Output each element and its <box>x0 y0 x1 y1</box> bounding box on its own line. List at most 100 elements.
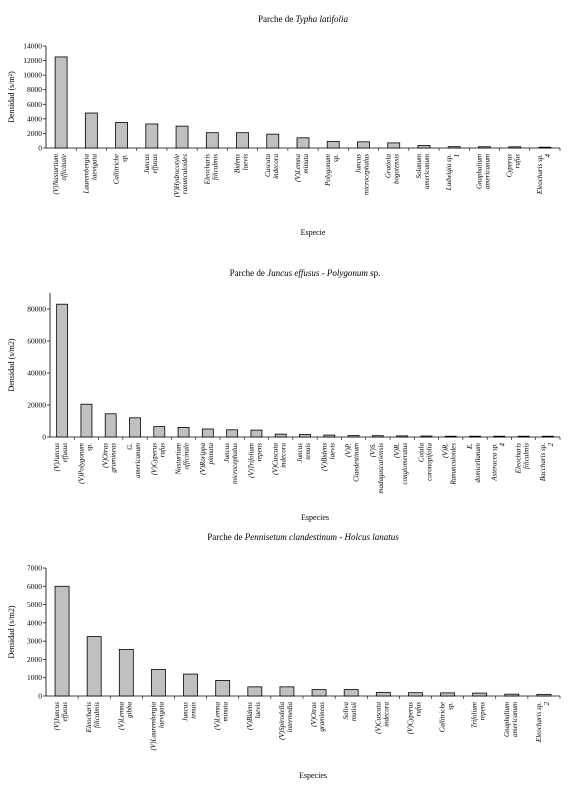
bar <box>226 429 239 438</box>
bar <box>56 303 69 438</box>
chart-title: Parche de Typha latifolia <box>258 14 349 24</box>
category-label: (V)Lemnaminuta <box>294 154 310 182</box>
category-label: Solanumamericanum <box>415 154 431 189</box>
y-tick-label: 10000 <box>23 71 42 80</box>
bar <box>236 132 249 149</box>
bar <box>177 426 190 438</box>
category-label: (V)Otrasgramineas <box>102 443 118 473</box>
bar <box>145 123 159 149</box>
y-tick-label: 0 <box>38 144 42 153</box>
y-tick-label: 2000 <box>27 129 42 138</box>
bar <box>311 689 327 697</box>
category-label: Eleocharisfiliculmis <box>515 443 531 475</box>
category-label: E.domicellanum <box>466 443 482 483</box>
y-tick-label: 8000 <box>27 85 42 94</box>
bar <box>538 146 552 149</box>
category-label: (V)Hydrocotyleranunculoides <box>173 154 189 198</box>
y-tick-label: 40000 <box>27 369 46 378</box>
bar <box>343 689 359 697</box>
category-label: (V)Cyperusrufus <box>150 443 166 476</box>
bar <box>357 141 370 149</box>
category-label: (V)Trifoliumrepens <box>247 443 263 478</box>
chart-pennisetum: Parche de Pennisetum clandestinum - Holc… <box>0 528 578 792</box>
category-label: Eleocharis sp.4 <box>536 154 552 196</box>
bar <box>469 435 481 438</box>
bar <box>323 434 336 438</box>
chart-typha: Parche de Typha latifolia 0 2000 4000 6000 80… <box>0 0 578 240</box>
category-label: (V)Lemnaminuta <box>214 702 230 730</box>
bar <box>387 142 401 149</box>
chart-svg: Parche de Pennisetum clandestinum - Holc… <box>7 532 561 780</box>
category-label: (V)Spirodellaintermedia <box>278 702 294 740</box>
bar <box>478 146 491 149</box>
y-tick-label: 7000 <box>27 564 42 573</box>
category-label: Nasturtiumofficinale <box>175 443 191 476</box>
bar <box>201 428 214 438</box>
bar <box>118 648 134 697</box>
bar <box>375 691 391 697</box>
category-label: Juncustenuis <box>296 443 312 463</box>
category-label: (V)Juncuseffusus <box>53 702 69 731</box>
y-tick-label: 0 <box>42 433 46 442</box>
bar <box>250 429 263 438</box>
category-label: Cyperusrufus <box>506 154 522 178</box>
bar <box>541 435 554 438</box>
bar <box>183 673 198 697</box>
category-label: G.americanum <box>126 443 142 478</box>
bar <box>444 435 457 438</box>
category-label: Polygonumsp. <box>324 154 340 187</box>
bar <box>371 435 384 438</box>
bar <box>104 413 117 438</box>
bar <box>279 686 295 697</box>
category-label: (V)Nasturtiumofficinale <box>52 154 68 194</box>
category-label: (V)Rorippapinnata <box>199 443 215 475</box>
bar <box>54 56 68 149</box>
y-tick-label: 4000 <box>27 114 42 123</box>
y-tick-label: 60000 <box>27 337 46 346</box>
chart-title: Parche de Pennisetum clandestinum - Holc… <box>207 532 399 542</box>
category-label: Baccharis sp.2 <box>539 443 555 482</box>
y-axis-label: Densidad (s/m2) <box>7 605 16 658</box>
category-label: (V)Otrasgramineas <box>310 702 326 732</box>
bar <box>472 692 488 697</box>
bar <box>80 403 93 438</box>
category-label: (V)Polygonumsp. <box>77 443 93 484</box>
category-label: Eleocharisfiliculmis <box>85 702 101 734</box>
category-label: Laurembergialaevigata <box>82 154 98 195</box>
y-tick-label: 5000 <box>27 600 42 609</box>
bar <box>299 434 311 438</box>
category-label: Juncusmicrocephalus <box>223 443 239 484</box>
category-label: Callitrichesp. <box>439 702 455 733</box>
category-label: Cuscutaindecora <box>264 154 280 179</box>
category-label: (V)R.Ranunculoides <box>442 443 458 486</box>
category-label: (V)R.conglomeratus <box>393 443 409 485</box>
category-label: Solivamutisii <box>342 702 358 722</box>
bar <box>153 426 166 438</box>
category-label: Callitrichesp. <box>113 154 129 185</box>
bar <box>440 692 455 697</box>
category-label: (V)Juncuseffusus <box>53 443 69 472</box>
category-label: Eleocharis sp.2 <box>535 702 551 744</box>
category-label: (V)S.madagascariensis <box>369 443 385 494</box>
category-label: Juncuseffusus <box>143 154 159 174</box>
bar <box>175 125 189 149</box>
y-tick-label: 1000 <box>27 673 42 682</box>
y-tick-label: 6000 <box>27 100 42 109</box>
bar <box>215 680 231 697</box>
y-tick-label: 3000 <box>27 637 42 646</box>
chart-svg: Parche de Juncus effusus - Polygonum sp.… <box>7 268 561 522</box>
bar <box>86 636 102 697</box>
y-tick-label: 20000 <box>27 401 46 410</box>
bar <box>408 692 423 697</box>
y-tick-label: 6000 <box>27 582 42 591</box>
category-label: Bidenslaevis <box>234 154 250 173</box>
category-label: (V)Bidenslaevis <box>320 443 336 471</box>
x-axis-label: Especie <box>301 228 326 237</box>
bar <box>247 686 263 697</box>
y-tick-label: 2000 <box>27 655 42 664</box>
x-axis-label: Especies <box>299 771 327 780</box>
bar <box>84 112 98 149</box>
y-axis-label: Densidad (s/m²) <box>7 71 16 123</box>
category-label: Gnaphaliumamericanum <box>503 702 519 737</box>
category-label: Gnaphaliumamericanum <box>475 154 491 189</box>
